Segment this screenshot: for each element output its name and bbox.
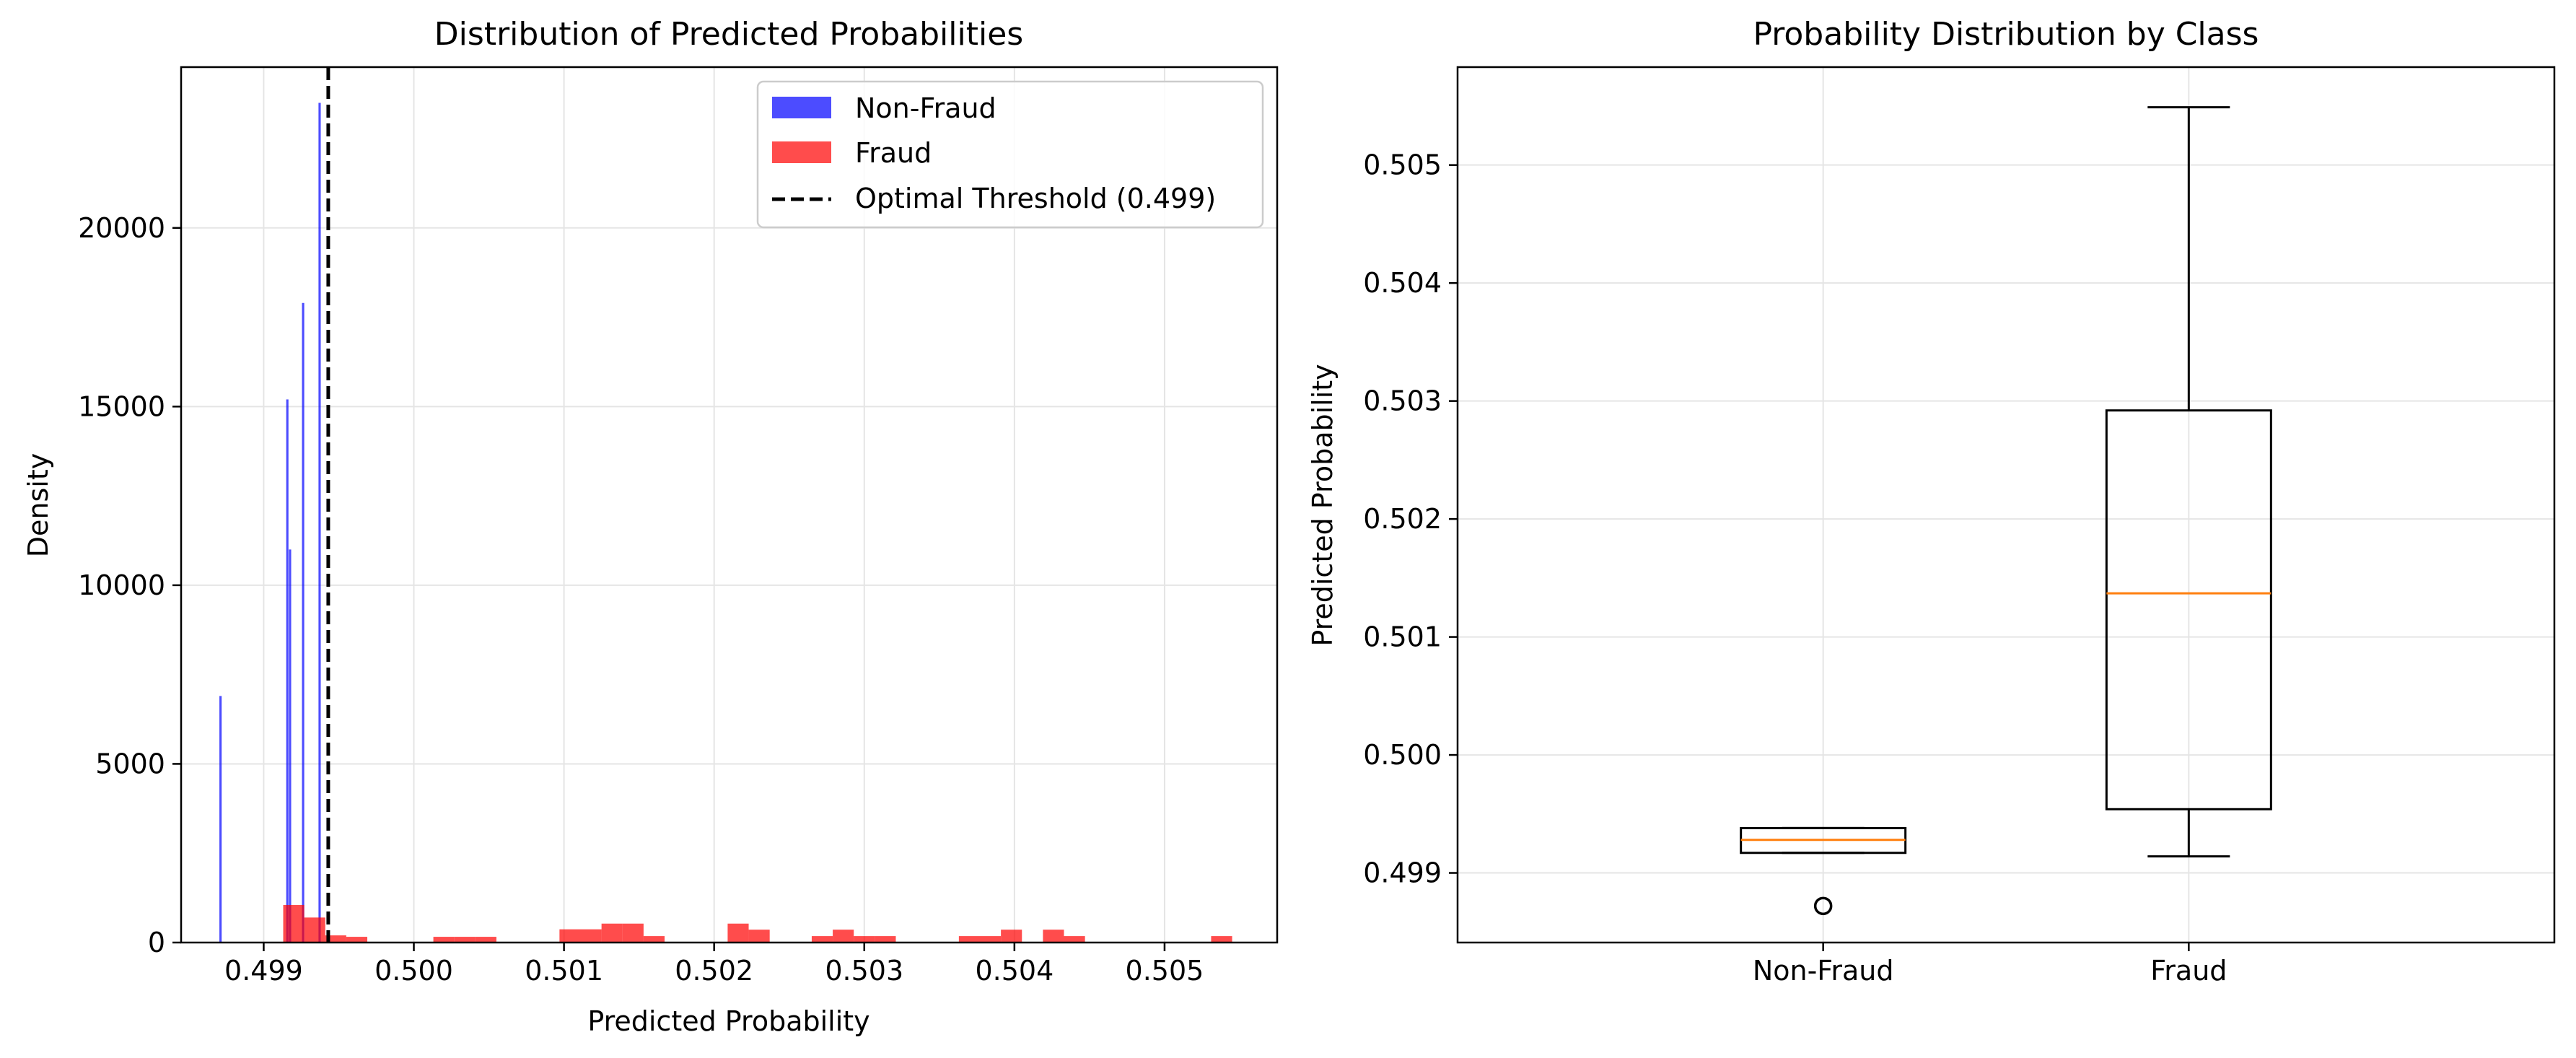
boxplot-y-axis-label: Predicted Probability [1307,364,1339,646]
histogram-bar-fraud [559,929,581,943]
histogram-bar-fraud [958,936,980,943]
histogram-bar-fraud [346,937,368,943]
histogram-bar-fraud [622,923,644,943]
boxplot-x-tick-label: Non-Fraud [1753,955,1894,987]
boxplot-panel: Probability Distribution by Class Non-Fr… [1307,16,2556,987]
histogram-y-tick-label: 20000 [78,212,165,244]
box-outlier [1813,896,1833,916]
histogram-legend: Non-Fraud Fraud Optimal Threshold (0.499… [756,80,1264,229]
boxplot-x-tick-label: Fraud [2150,955,2227,987]
boxplot-title: Probability Distribution by Class [1753,16,2259,53]
boxplot-y-ticks: 0.499 0.500 0.501 0.502 0.503 0.504 0.505 [1363,149,1458,889]
histogram-bar-fraud [601,923,623,943]
boxplot-y-tick-label: 0.499 [1363,857,1442,889]
histogram-x-tick-label: 0.500 [374,955,453,987]
boxplot-gridlines [1458,67,2554,943]
histogram-x-tick-label: 0.499 [224,955,303,987]
histogram-x-tick-label: 0.505 [1126,955,1204,987]
histogram-bar-non-fraud [219,696,222,943]
histogram-x-tick-label: 0.504 [975,955,1053,987]
histogram-x-axis-label: Predicted Probability [587,1005,869,1037]
boxplot-y-tick-label: 0.503 [1363,385,1442,417]
histogram-bar-fraud [833,930,854,943]
histogram-bar-fraud [748,930,770,943]
histogram-bar-fraud [875,936,896,943]
histogram-y-tick-label: 10000 [78,569,165,601]
legend-swatch-fraud [772,141,831,163]
histogram-bar-non-fraud [286,399,289,943]
histogram-plot-frame [180,66,1279,944]
histogram-y-tick-label: 5000 [95,748,165,779]
histogram-bar-fraud [454,937,476,943]
box-non-fraud [1740,826,1907,916]
legend-label-threshold: Optimal Threshold (0.499) [855,183,1216,214]
histogram-x-tick-label: 0.502 [675,955,753,987]
non-fraud-bars [219,102,321,943]
histogram-x-ticks: 0.499 0.500 0.501 0.502 0.503 0.504 0.505 [224,943,1204,987]
histogram-bar-non-fraud [302,302,305,943]
histogram-bar-fraud [433,937,455,943]
histogram-panel: Distribution of Predicted Probabilities … [22,16,1279,1037]
histogram-y-axis-label: Density [22,453,54,557]
histogram-bar-non-fraud [289,549,292,943]
histogram-bar-fraud [854,936,875,943]
histogram-bar-fraud [1211,936,1232,943]
histogram-x-tick-label: 0.501 [525,955,603,987]
histogram-bar-non-fraud [318,102,321,943]
histogram-y-ticks: 0 5000 10000 15000 20000 [78,212,181,958]
histogram-bar-fraud [580,929,602,943]
histogram-bar-fraud [304,917,325,943]
legend-label-fraud: Fraud [855,137,932,169]
histogram-y-tick-label: 15000 [78,390,165,422]
histogram-bar-fraud [643,936,665,943]
histogram-bar-fraud [811,936,833,943]
boxplot-plot-frame [1456,66,2556,944]
histogram-bar-fraud [1001,930,1022,943]
boxplot-y-tick-label: 0.501 [1363,621,1442,653]
histogram-bar-fraud [1064,936,1085,943]
legend-label-non-fraud: Non-Fraud [855,92,996,124]
histogram-bar-fraud [283,905,305,943]
histogram-x-tick-label: 0.503 [825,955,903,987]
boxplot-y-tick-label: 0.505 [1363,149,1442,181]
box-iqr [2105,409,2272,810]
boxplot-y-tick-label: 0.502 [1363,503,1442,535]
histogram-bar-fraud [475,937,496,943]
legend-frame [756,80,1264,229]
boxplot-boxes [1740,106,2272,916]
histogram-title: Distribution of Predicted Probabilities [434,16,1023,53]
histogram-y-tick-label: 0 [148,927,165,958]
histogram-bar-fraud [325,935,346,943]
histogram-bar-fraud [979,936,1002,943]
box-fraud [2105,106,2272,858]
boxplot-y-tick-label: 0.504 [1363,267,1442,299]
boxplot-y-tick-label: 0.500 [1363,739,1442,771]
histogram-bar-fraud [1043,930,1064,943]
fraud-bars [283,905,1232,943]
histogram-bar-fraud [727,923,749,943]
legend-swatch-non-fraud [772,97,831,118]
boxplot-x-ticks: Non-Fraud Fraud [1753,943,2227,987]
